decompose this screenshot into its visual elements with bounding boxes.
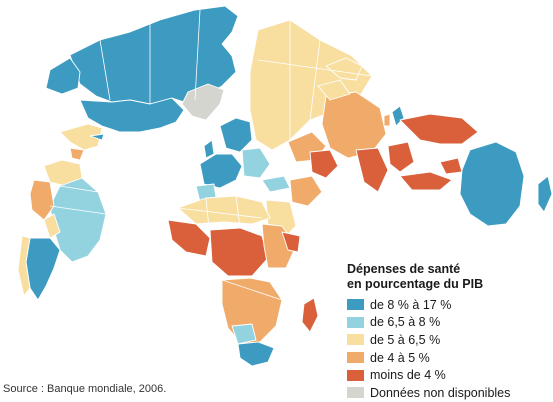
legend-label: moins de 4 % bbox=[370, 368, 446, 383]
legend-swatch bbox=[347, 334, 364, 346]
legend-label: de 5 à 6,5 % bbox=[370, 332, 441, 347]
legend-swatch bbox=[347, 387, 364, 399]
legend-label: Données non disponibles bbox=[370, 385, 511, 400]
legend-swatch bbox=[347, 369, 364, 381]
country-south-africa bbox=[237, 341, 275, 367]
country-central-america bbox=[69, 147, 85, 161]
country-iran bbox=[289, 175, 323, 207]
country-north-africa bbox=[177, 195, 271, 225]
country-chile bbox=[17, 235, 31, 297]
legend-title-line-2: en pourcentage du PIB bbox=[347, 277, 484, 291]
country-india bbox=[355, 147, 389, 193]
map-legend: Dépenses de santé en pourcentage du PIB … bbox=[347, 262, 547, 402]
legend-item: moins de 4 % bbox=[347, 366, 547, 384]
country-central-africa bbox=[209, 227, 269, 277]
country-southeast-asia bbox=[387, 141, 415, 173]
legend-title-line-1: Dépenses de santé bbox=[347, 262, 461, 276]
country-peru bbox=[29, 179, 55, 221]
country-cuba bbox=[89, 133, 105, 141]
legend-item: de 6,5 à 8 % bbox=[347, 314, 547, 332]
country-philippines-indonesia bbox=[399, 113, 479, 145]
country-afghanistan-pakistan bbox=[309, 149, 339, 179]
country-indonesia-south bbox=[399, 171, 453, 191]
legend-label: de 6,5 à 8 % bbox=[370, 315, 441, 330]
country-scandinavia bbox=[219, 117, 253, 153]
country-australia bbox=[459, 141, 525, 227]
country-korea bbox=[383, 113, 391, 127]
legend-item: de 4 à 5 % bbox=[347, 349, 547, 367]
legend-title: Dépenses de santé en pourcentage du PIB bbox=[347, 262, 547, 292]
country-uk bbox=[203, 139, 215, 159]
country-eastern-europe bbox=[241, 147, 271, 179]
country-bolivia bbox=[43, 213, 61, 239]
legend-swatch bbox=[347, 352, 364, 364]
legend-label: de 8 % à 17 % bbox=[370, 297, 452, 312]
country-papua bbox=[439, 157, 463, 175]
legend-item: Données non disponibles bbox=[347, 384, 547, 402]
country-mongolia bbox=[317, 79, 351, 101]
legend-label: de 4 à 5 % bbox=[370, 350, 430, 365]
country-west-africa bbox=[167, 219, 211, 257]
country-japan bbox=[391, 105, 405, 127]
country-namibia-botswana bbox=[231, 323, 257, 345]
country-mexico bbox=[59, 123, 103, 151]
country-turkey bbox=[261, 175, 291, 193]
country-western-europe bbox=[199, 153, 243, 189]
country-madagascar bbox=[301, 297, 319, 333]
country-far-east-russia bbox=[325, 57, 363, 81]
country-alaska bbox=[45, 57, 81, 95]
legend-item: de 5 à 6,5 % bbox=[347, 331, 547, 349]
legend-swatch bbox=[347, 299, 364, 311]
country-new-zealand bbox=[537, 175, 553, 213]
country-argentina bbox=[25, 237, 61, 301]
country-horn-of-africa bbox=[281, 231, 301, 253]
country-usa bbox=[79, 97, 185, 133]
legend-swatch bbox=[347, 316, 364, 328]
legend-item: de 8 % à 17 % bbox=[347, 296, 547, 314]
source-note: Source : Banque mondiale, 2006. bbox=[3, 383, 167, 395]
country-greenland bbox=[181, 83, 225, 121]
